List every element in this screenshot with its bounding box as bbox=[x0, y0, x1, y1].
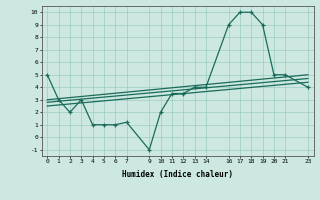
X-axis label: Humidex (Indice chaleur): Humidex (Indice chaleur) bbox=[122, 170, 233, 179]
